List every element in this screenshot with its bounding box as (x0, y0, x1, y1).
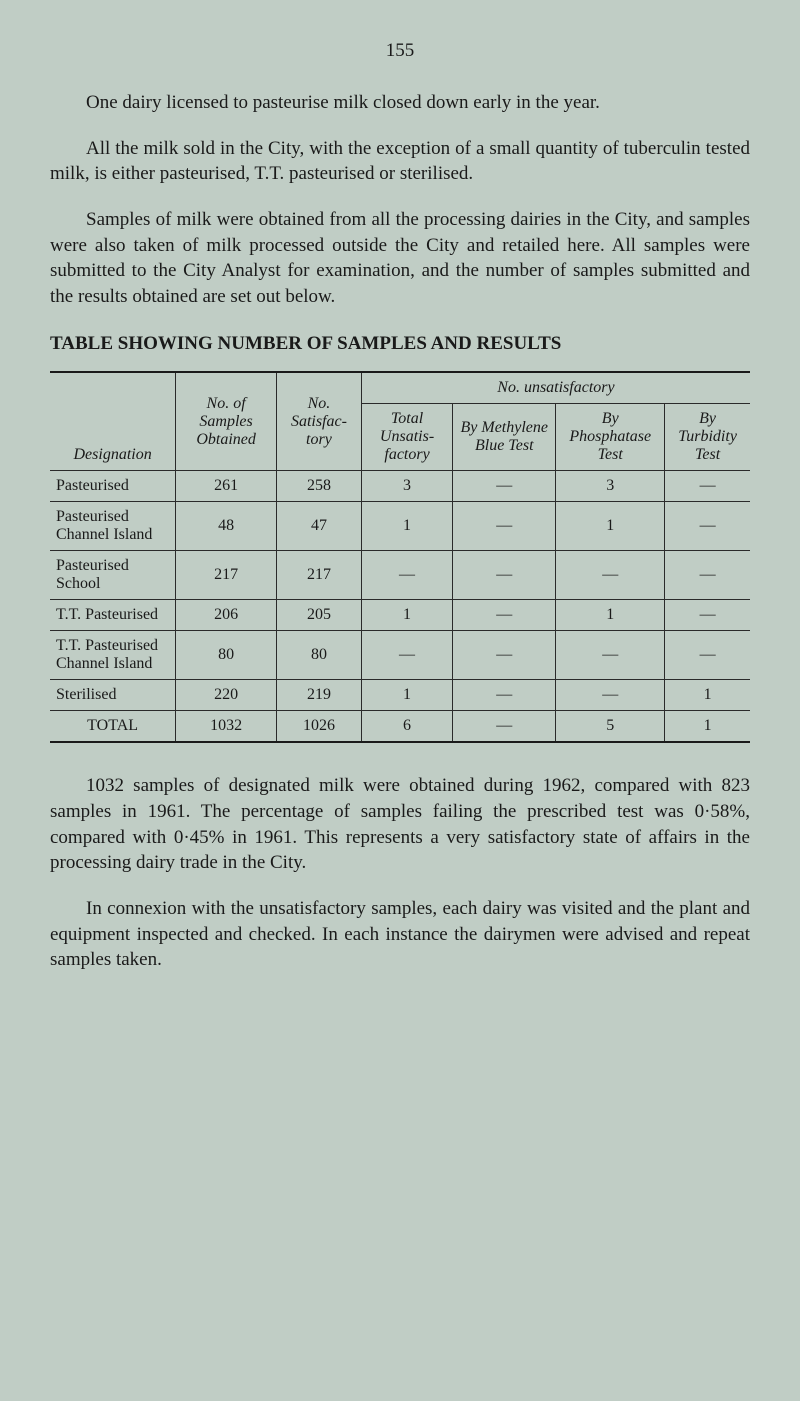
cell-total-turbidity: 1 (665, 711, 750, 743)
cell-designation: Pasteurised Channel Island (50, 502, 176, 551)
cell-methylene: — (453, 471, 556, 502)
table-row: Sterilised 220 219 1 — — 1 (50, 680, 750, 711)
cell-turbidity: — (665, 551, 750, 600)
col-total-unsat: Total Unsatis- factory (361, 404, 452, 471)
cell-samples: 261 (176, 471, 277, 502)
table-row: Pasteurised School 217 217 — — — — (50, 551, 750, 600)
cell-phosphatase: — (556, 680, 665, 711)
table-body: Pasteurised 261 258 3 — 3 — Pasteurised … (50, 471, 750, 743)
col-methylene: By Methylene Blue Test (453, 404, 556, 471)
cell-turbidity: — (665, 631, 750, 680)
cell-total-samples: 1032 (176, 711, 277, 743)
cell-satisfactory: 217 (277, 551, 362, 600)
document-page: 155 One dairy licensed to pasteurise mil… (0, 0, 800, 1043)
paragraph-3: Samples of milk were obtained from all t… (50, 207, 750, 310)
cell-methylene: — (453, 502, 556, 551)
cell-total-phosphatase: 5 (556, 711, 665, 743)
cell-designation: T.T. Pasteurised Channel Island (50, 631, 176, 680)
col-satisfactory: No. Satisfac- tory (277, 372, 362, 471)
cell-designation: T.T. Pasteurised (50, 600, 176, 631)
paragraph-4: 1032 samples of designated milk were obt… (50, 773, 750, 876)
samples-table: Designation No. of Samples Obtained No. … (50, 371, 750, 743)
cell-total-unsat: 1 (361, 502, 452, 551)
cell-total-unsat: 1 (361, 680, 452, 711)
cell-satisfactory: 47 (277, 502, 362, 551)
table-total-row: TOTAL 1032 1026 6 — 5 1 (50, 711, 750, 743)
col-phosphatase: By Phosphatase Test (556, 404, 665, 471)
cell-turbidity: — (665, 502, 750, 551)
cell-satisfactory: 205 (277, 600, 362, 631)
cell-samples: 48 (176, 502, 277, 551)
cell-total-unsat: — (361, 631, 452, 680)
table-heading: TABLE SHOWING NUMBER OF SAMPLES AND RESU… (50, 333, 750, 355)
cell-samples: 206 (176, 600, 277, 631)
paragraph-1: One dairy licensed to pasteurise milk cl… (50, 90, 750, 116)
col-samples: No. of Samples Obtained (176, 372, 277, 471)
col-turbidity: By Turbidity Test (665, 404, 750, 471)
cell-total-unsat: 3 (361, 471, 452, 502)
table-row: T.T. Pasteurised 206 205 1 — 1 — (50, 600, 750, 631)
cell-total-satisfactory: 1026 (277, 711, 362, 743)
paragraph-5: In connexion with the unsatisfactory sam… (50, 896, 750, 973)
cell-turbidity: — (665, 471, 750, 502)
cell-satisfactory: 80 (277, 631, 362, 680)
cell-methylene: — (453, 631, 556, 680)
page-number: 155 (50, 40, 750, 62)
cell-total-methylene: — (453, 711, 556, 743)
cell-turbidity: — (665, 600, 750, 631)
cell-designation: Pasteurised School (50, 551, 176, 600)
cell-methylene: — (453, 551, 556, 600)
cell-methylene: — (453, 600, 556, 631)
paragraph-2: All the milk sold in the City, with the … (50, 136, 750, 187)
cell-phosphatase: — (556, 551, 665, 600)
cell-phosphatase: 1 (556, 600, 665, 631)
cell-total-unsat: 1 (361, 600, 452, 631)
col-designation: Designation (50, 372, 176, 471)
cell-phosphatase: 1 (556, 502, 665, 551)
cell-samples: 220 (176, 680, 277, 711)
cell-samples: 217 (176, 551, 277, 600)
cell-satisfactory: 258 (277, 471, 362, 502)
cell-total-unsat: — (361, 551, 452, 600)
table-row: T.T. Pasteurised Channel Island 80 80 — … (50, 631, 750, 680)
cell-total-unsat: 6 (361, 711, 452, 743)
col-unsat-group: No. unsatisfactory (361, 372, 750, 404)
cell-satisfactory: 219 (277, 680, 362, 711)
cell-turbidity: 1 (665, 680, 750, 711)
cell-phosphatase: 3 (556, 471, 665, 502)
cell-designation: Sterilised (50, 680, 176, 711)
cell-designation: Pasteurised (50, 471, 176, 502)
table-row: Pasteurised Channel Island 48 47 1 — 1 — (50, 502, 750, 551)
cell-methylene: — (453, 680, 556, 711)
table-row: Pasteurised 261 258 3 — 3 — (50, 471, 750, 502)
cell-phosphatase: — (556, 631, 665, 680)
cell-total-label: TOTAL (50, 711, 176, 743)
cell-samples: 80 (176, 631, 277, 680)
